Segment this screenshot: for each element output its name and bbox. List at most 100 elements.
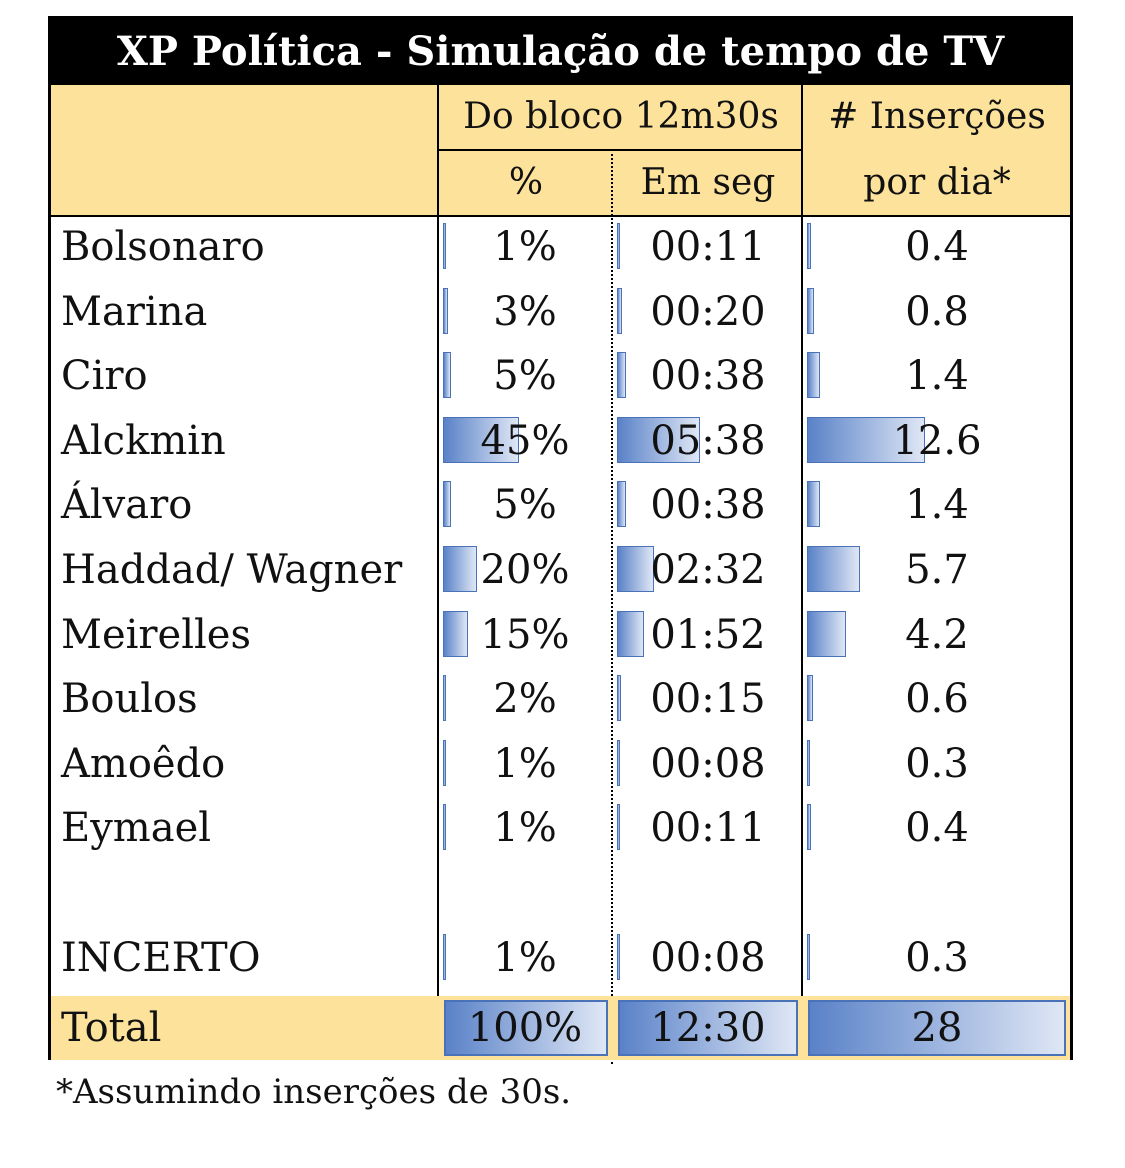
col-line-3 — [801, 85, 803, 1060]
tv-time-table: XP Política - Simulação de tempo de TV D… — [48, 16, 1073, 1064]
row-name: Meirelles — [61, 611, 251, 658]
sec-bar — [617, 546, 655, 592]
row-pct: 1% — [493, 934, 557, 981]
ins-bar — [807, 933, 810, 980]
ins-bar — [807, 416, 925, 463]
pct-bar — [443, 352, 452, 399]
sec-bar — [617, 739, 620, 786]
total-pct-bar — [444, 1000, 608, 1056]
header-pct: % — [508, 162, 544, 203]
total-sec-bar — [618, 1000, 798, 1056]
row-ins: 5.7 — [905, 547, 969, 593]
row-pct: 45% — [480, 417, 570, 464]
ins-bar — [807, 287, 815, 334]
row-pct: 5% — [493, 482, 557, 529]
pct-bar — [443, 546, 477, 592]
total-ins: 28 — [911, 1005, 963, 1051]
table-row: Alckmin 45% 05:38 12.6 — [51, 409, 1070, 473]
pct-bar — [443, 481, 452, 528]
total-row: Total 100% 12:30 28 — [51, 996, 1070, 1060]
row-ins: 0.3 — [905, 934, 969, 981]
row-sec: 00:38 — [650, 482, 766, 529]
row-sec: 00:08 — [650, 740, 766, 787]
row-ins: 1.4 — [905, 353, 969, 400]
ins-bar — [807, 352, 821, 399]
sec-bar — [617, 610, 645, 657]
table-row: Boulos 2% 00:15 0.6 — [51, 667, 1070, 731]
table-row: Bolsonaro 1% 00:11 0.4 — [51, 215, 1070, 279]
row-name: INCERTO — [61, 934, 261, 981]
ins-bar — [807, 675, 813, 722]
row-ins: 0.4 — [905, 224, 969, 270]
header-ins-line1: # Inserções — [828, 96, 1046, 137]
row-sec: 01:52 — [650, 611, 766, 658]
table-row: Amoêdo 1% 00:08 0.3 — [51, 732, 1070, 796]
row-sec: 00:15 — [650, 676, 766, 723]
row-pct: 1% — [493, 224, 557, 270]
sec-bar — [617, 352, 627, 399]
sec-bar — [617, 416, 700, 463]
row-name: Bolsonaro — [61, 224, 265, 270]
col-line-1 — [437, 85, 439, 1060]
row-name: Amoêdo — [61, 740, 226, 787]
row-sec: 05:38 — [650, 417, 766, 464]
ins-bar — [807, 481, 821, 528]
ins-bar — [807, 546, 861, 592]
row-ins: 4.2 — [905, 611, 969, 658]
header-bottom-line — [51, 215, 1070, 217]
row-pct: 5% — [493, 353, 557, 400]
pct-bar — [443, 223, 446, 269]
header-ins-line2: por dia* — [863, 162, 1011, 203]
sec-bar — [617, 287, 622, 334]
ins-bar — [807, 223, 811, 269]
total-ins-bar — [808, 1000, 1066, 1056]
table-row: Haddad/ Wagner 20% 02:32 5.7 — [51, 538, 1070, 602]
ins-bar — [807, 739, 810, 786]
table-row — [51, 861, 1070, 925]
pct-bar — [443, 739, 446, 786]
table-row: Meirelles 15% 01:52 4.2 — [51, 603, 1070, 667]
table-header: Do bloco 12m30s % Em seg # Inserções por… — [51, 85, 1070, 215]
row-ins: 0.3 — [905, 740, 969, 787]
row-name: Ciro — [61, 353, 148, 400]
ins-bar — [807, 804, 811, 851]
row-ins: 0.4 — [905, 805, 969, 852]
total-pct: 100% — [467, 1005, 583, 1051]
row-sec: 00:20 — [650, 288, 766, 335]
row-ins: 0.8 — [905, 288, 969, 335]
pct-bar — [443, 416, 519, 463]
sec-bar — [617, 223, 620, 269]
row-pct: 1% — [493, 740, 557, 787]
row-ins: 1.4 — [905, 482, 969, 529]
sec-bar — [617, 481, 627, 528]
total-label: Total — [61, 1005, 162, 1051]
pct-bar — [443, 287, 449, 334]
table-row: Ciro 5% 00:38 1.4 — [51, 344, 1070, 408]
total-sec: 12:30 — [650, 1005, 766, 1051]
row-name: Álvaro — [61, 482, 193, 529]
col-line-2 — [611, 149, 613, 1064]
row-pct: 2% — [493, 676, 557, 723]
table-row: INCERTO 1% 00:08 0.3 — [51, 926, 1070, 990]
row-pct: 15% — [480, 611, 570, 658]
header-group-label: Do bloco 12m30s — [463, 96, 779, 137]
row-ins: 12.6 — [892, 417, 982, 464]
row-sec: 00:11 — [650, 805, 766, 852]
row-name: Haddad/ Wagner — [61, 547, 403, 593]
row-ins: 0.6 — [905, 676, 969, 723]
table-title: XP Política - Simulação de tempo de TV — [51, 19, 1070, 85]
pct-bar — [443, 675, 447, 722]
row-sec: 00:08 — [650, 934, 766, 981]
sec-bar — [617, 804, 620, 851]
sec-bar — [617, 675, 621, 722]
sec-bar — [617, 933, 620, 980]
row-name: Marina — [61, 288, 208, 335]
row-pct: 1% — [493, 805, 557, 852]
footnote: *Assumindo inserções de 30s. — [56, 1072, 572, 1112]
table-row: Eymael 1% 00:11 0.4 — [51, 796, 1070, 860]
header-divider — [439, 149, 803, 151]
row-name: Alckmin — [61, 417, 226, 464]
row-sec: 00:38 — [650, 353, 766, 400]
pct-bar — [443, 933, 446, 980]
ins-bar — [807, 610, 847, 657]
